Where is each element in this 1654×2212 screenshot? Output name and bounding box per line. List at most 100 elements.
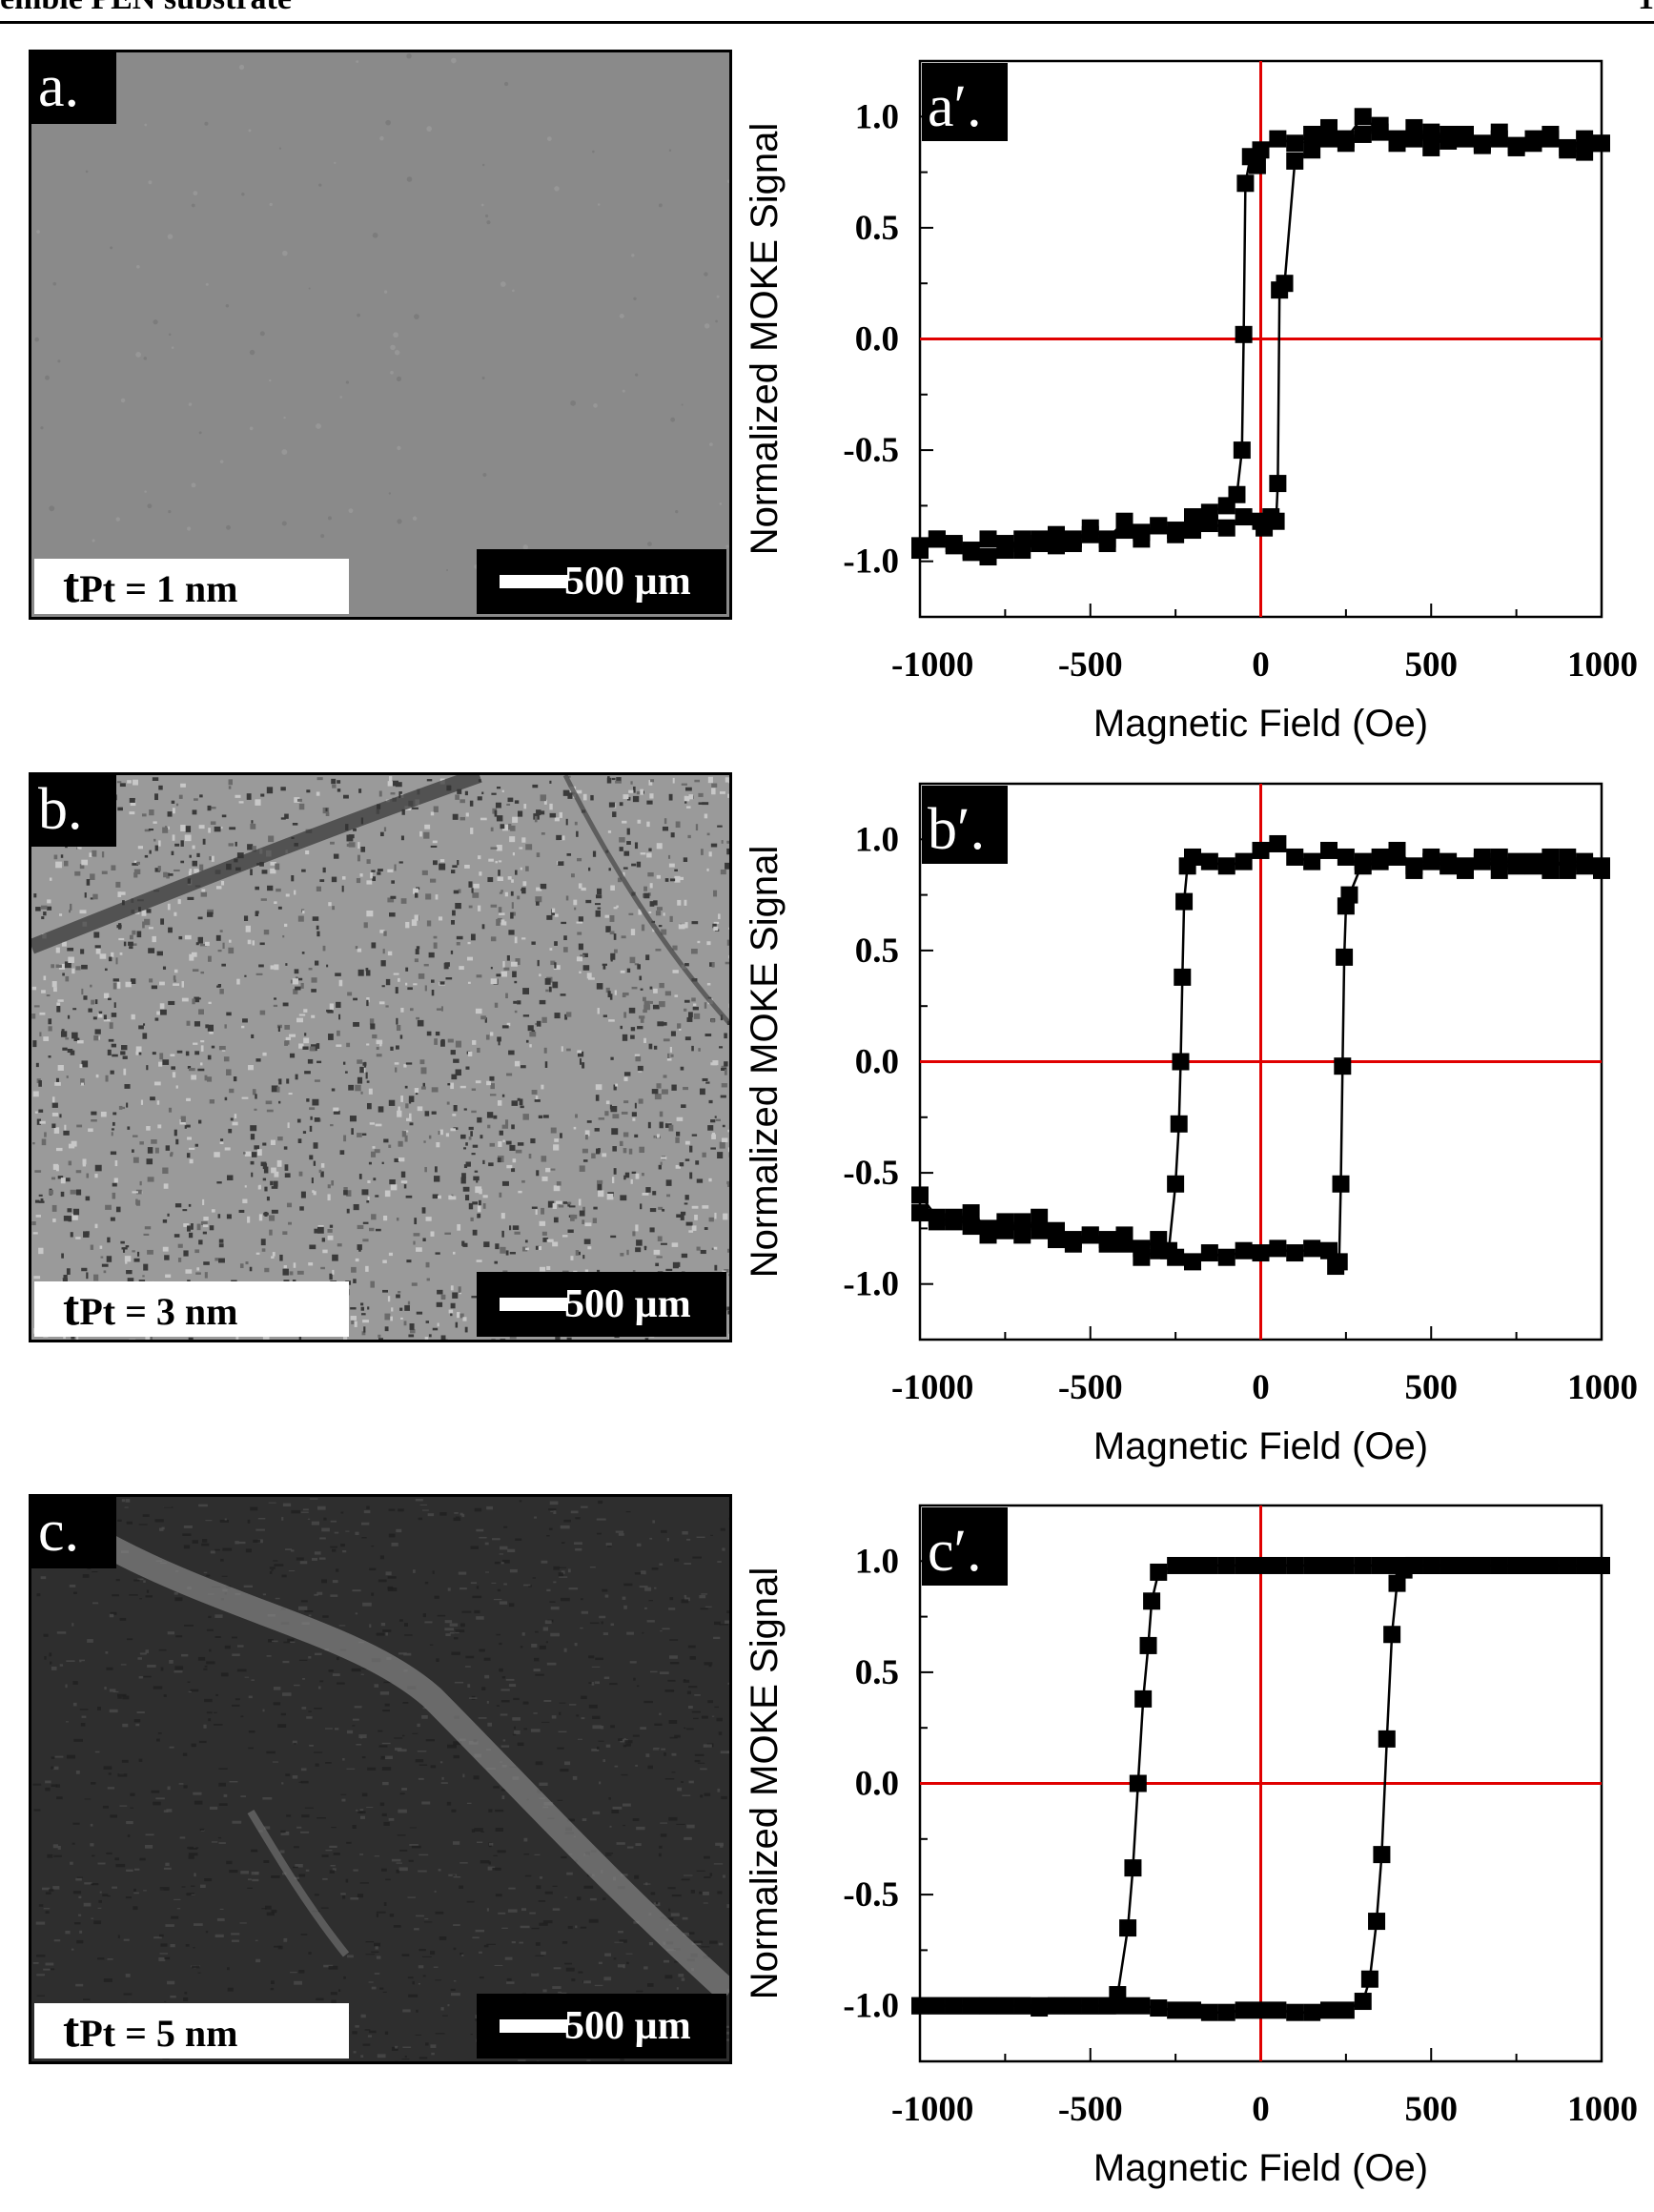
micrograph-texture-dot [56, 1002, 61, 1008]
micrograph-texture-dot [399, 1792, 405, 1795]
micrograph-texture-dot [55, 861, 62, 869]
micrograph-texture-dot [124, 1506, 129, 1508]
micrograph-texture-dot [565, 1967, 575, 1972]
micrograph-texture-dot [431, 1087, 439, 1093]
micrograph-texture-dot [380, 960, 386, 967]
micrograph-texture-dot [153, 838, 156, 842]
micrograph-texture-dot [301, 869, 306, 872]
micrograph-texture-dot [365, 1954, 376, 1956]
micrograph-texture-dot [431, 990, 435, 996]
micrograph-texture-dot [293, 1262, 296, 1268]
micrograph-texture-dot [373, 1178, 377, 1181]
micrograph-streak [562, 775, 729, 1025]
micrograph-texture-dot [345, 380, 350, 384]
micrograph-texture-dot [353, 997, 358, 1001]
micrograph-texture-dot [684, 922, 688, 929]
micrograph-texture-dot [316, 1043, 320, 1050]
micrograph-texture-dot [416, 1247, 422, 1252]
micrograph-texture-dot [107, 1895, 111, 1897]
micrograph-texture-dot [220, 1672, 229, 1677]
data-point [1115, 1235, 1133, 1253]
micrograph-texture-dot [631, 1112, 637, 1117]
micrograph-texture-dot [549, 812, 557, 818]
micrograph-texture-dot [478, 855, 481, 860]
micrograph-texture-dot [106, 1852, 112, 1854]
micrograph-texture-dot [33, 1005, 40, 1008]
micrograph-texture-dot [465, 812, 469, 817]
micrograph-texture-dot [514, 980, 518, 984]
micrograph-texture-dot [721, 1083, 727, 1088]
micrograph-texture-dot [186, 1893, 194, 1896]
micrograph-texture-dot [43, 975, 47, 981]
micrograph-texture-dot [73, 1922, 81, 1925]
micrograph-texture-dot [501, 1230, 504, 1238]
data-point [1395, 1561, 1413, 1579]
micrograph-texture-dot [666, 1537, 669, 1542]
micrograph-texture-dot [120, 1240, 125, 1244]
micrograph-texture-dot [564, 1962, 573, 1965]
micrograph-texture-dot [472, 1229, 478, 1236]
micrograph-texture-dot [633, 1920, 640, 1924]
micrograph-texture-dot [470, 2034, 473, 2036]
micrograph-texture-dot [541, 1951, 546, 1956]
micrograph-texture-dot [295, 1074, 298, 1080]
micrograph-texture-dot [681, 1977, 685, 1981]
micrograph-texture-dot [684, 1563, 691, 1565]
micrograph-texture-dot [497, 1157, 501, 1163]
micrograph-texture-dot [495, 1828, 504, 1832]
micrograph-texture-dot [550, 1632, 560, 1637]
micrograph-texture-dot [180, 840, 184, 847]
micrograph-texture-dot [712, 1060, 719, 1066]
micrograph-texture-dot [600, 1725, 604, 1730]
micrograph-texture-dot [550, 1607, 560, 1610]
micrograph-texture-dot [473, 1176, 480, 1181]
micrograph-texture-dot [539, 999, 546, 1005]
micrograph-texture-dot [195, 942, 199, 946]
micrograph-texture-dot [689, 1145, 693, 1153]
micrograph-texture-dot [396, 1294, 400, 1299]
x-axis-label: Magnetic Field (Oe) [1093, 2147, 1428, 2189]
micrograph-texture-dot [332, 1673, 340, 1677]
micrograph-texture-dot [576, 857, 582, 862]
micrograph-texture-dot [32, 1141, 35, 1145]
micrograph-texture-dot [631, 986, 638, 990]
micrograph-texture-dot [432, 1194, 439, 1199]
micrograph-texture-dot [708, 1217, 714, 1222]
micrograph-texture-dot [71, 968, 75, 974]
micrograph-texture-dot [149, 978, 153, 983]
micrograph-texture-dot [461, 1610, 472, 1613]
micrograph-texture-dot [44, 1132, 47, 1137]
micrograph-texture-dot [681, 1104, 686, 1108]
micrograph-texture-dot [610, 1623, 614, 1627]
micrograph-texture-dot [460, 1135, 465, 1139]
micrograph-texture-dot [371, 942, 377, 949]
micrograph-texture-dot [680, 1211, 686, 1216]
micrograph-texture-dot [610, 952, 616, 960]
micrograph-texture-dot [623, 1964, 625, 1969]
micrograph-texture-dot [191, 1075, 197, 1080]
micrograph-texture-dot [713, 1863, 724, 1865]
thickness-label-b: tPt = 3 nm [34, 1281, 349, 1337]
micrograph-texture-dot [684, 1202, 688, 1205]
micrograph-texture-dot [188, 870, 192, 876]
micrograph-texture-dot [274, 997, 277, 1000]
micrograph-texture-dot [189, 953, 194, 961]
micrograph-texture-dot [424, 1166, 427, 1173]
micrograph-texture-dot [348, 1084, 355, 1091]
micrograph-texture-dot [394, 864, 397, 871]
micrograph-c: c. tPt = 5 nm 500 µm [29, 1494, 732, 2064]
micrograph-texture-dot [273, 1687, 281, 1690]
micrograph-texture-dot [133, 1579, 140, 1582]
micrograph-texture-dot [582, 793, 587, 801]
micrograph-texture-dot [428, 1135, 432, 1139]
micrograph-texture-dot [301, 1707, 307, 1710]
micrograph-texture-dot [412, 807, 419, 809]
micrograph-texture-dot [400, 1008, 404, 1013]
micrograph-texture-dot [235, 841, 237, 847]
micrograph-texture-dot [221, 963, 226, 967]
micrograph-texture-dot [515, 958, 521, 966]
data-point [1286, 1244, 1304, 1262]
micrograph-texture-dot [135, 1189, 142, 1195]
micrograph-texture-dot [189, 854, 192, 858]
micrograph-texture-dot [459, 1291, 461, 1295]
